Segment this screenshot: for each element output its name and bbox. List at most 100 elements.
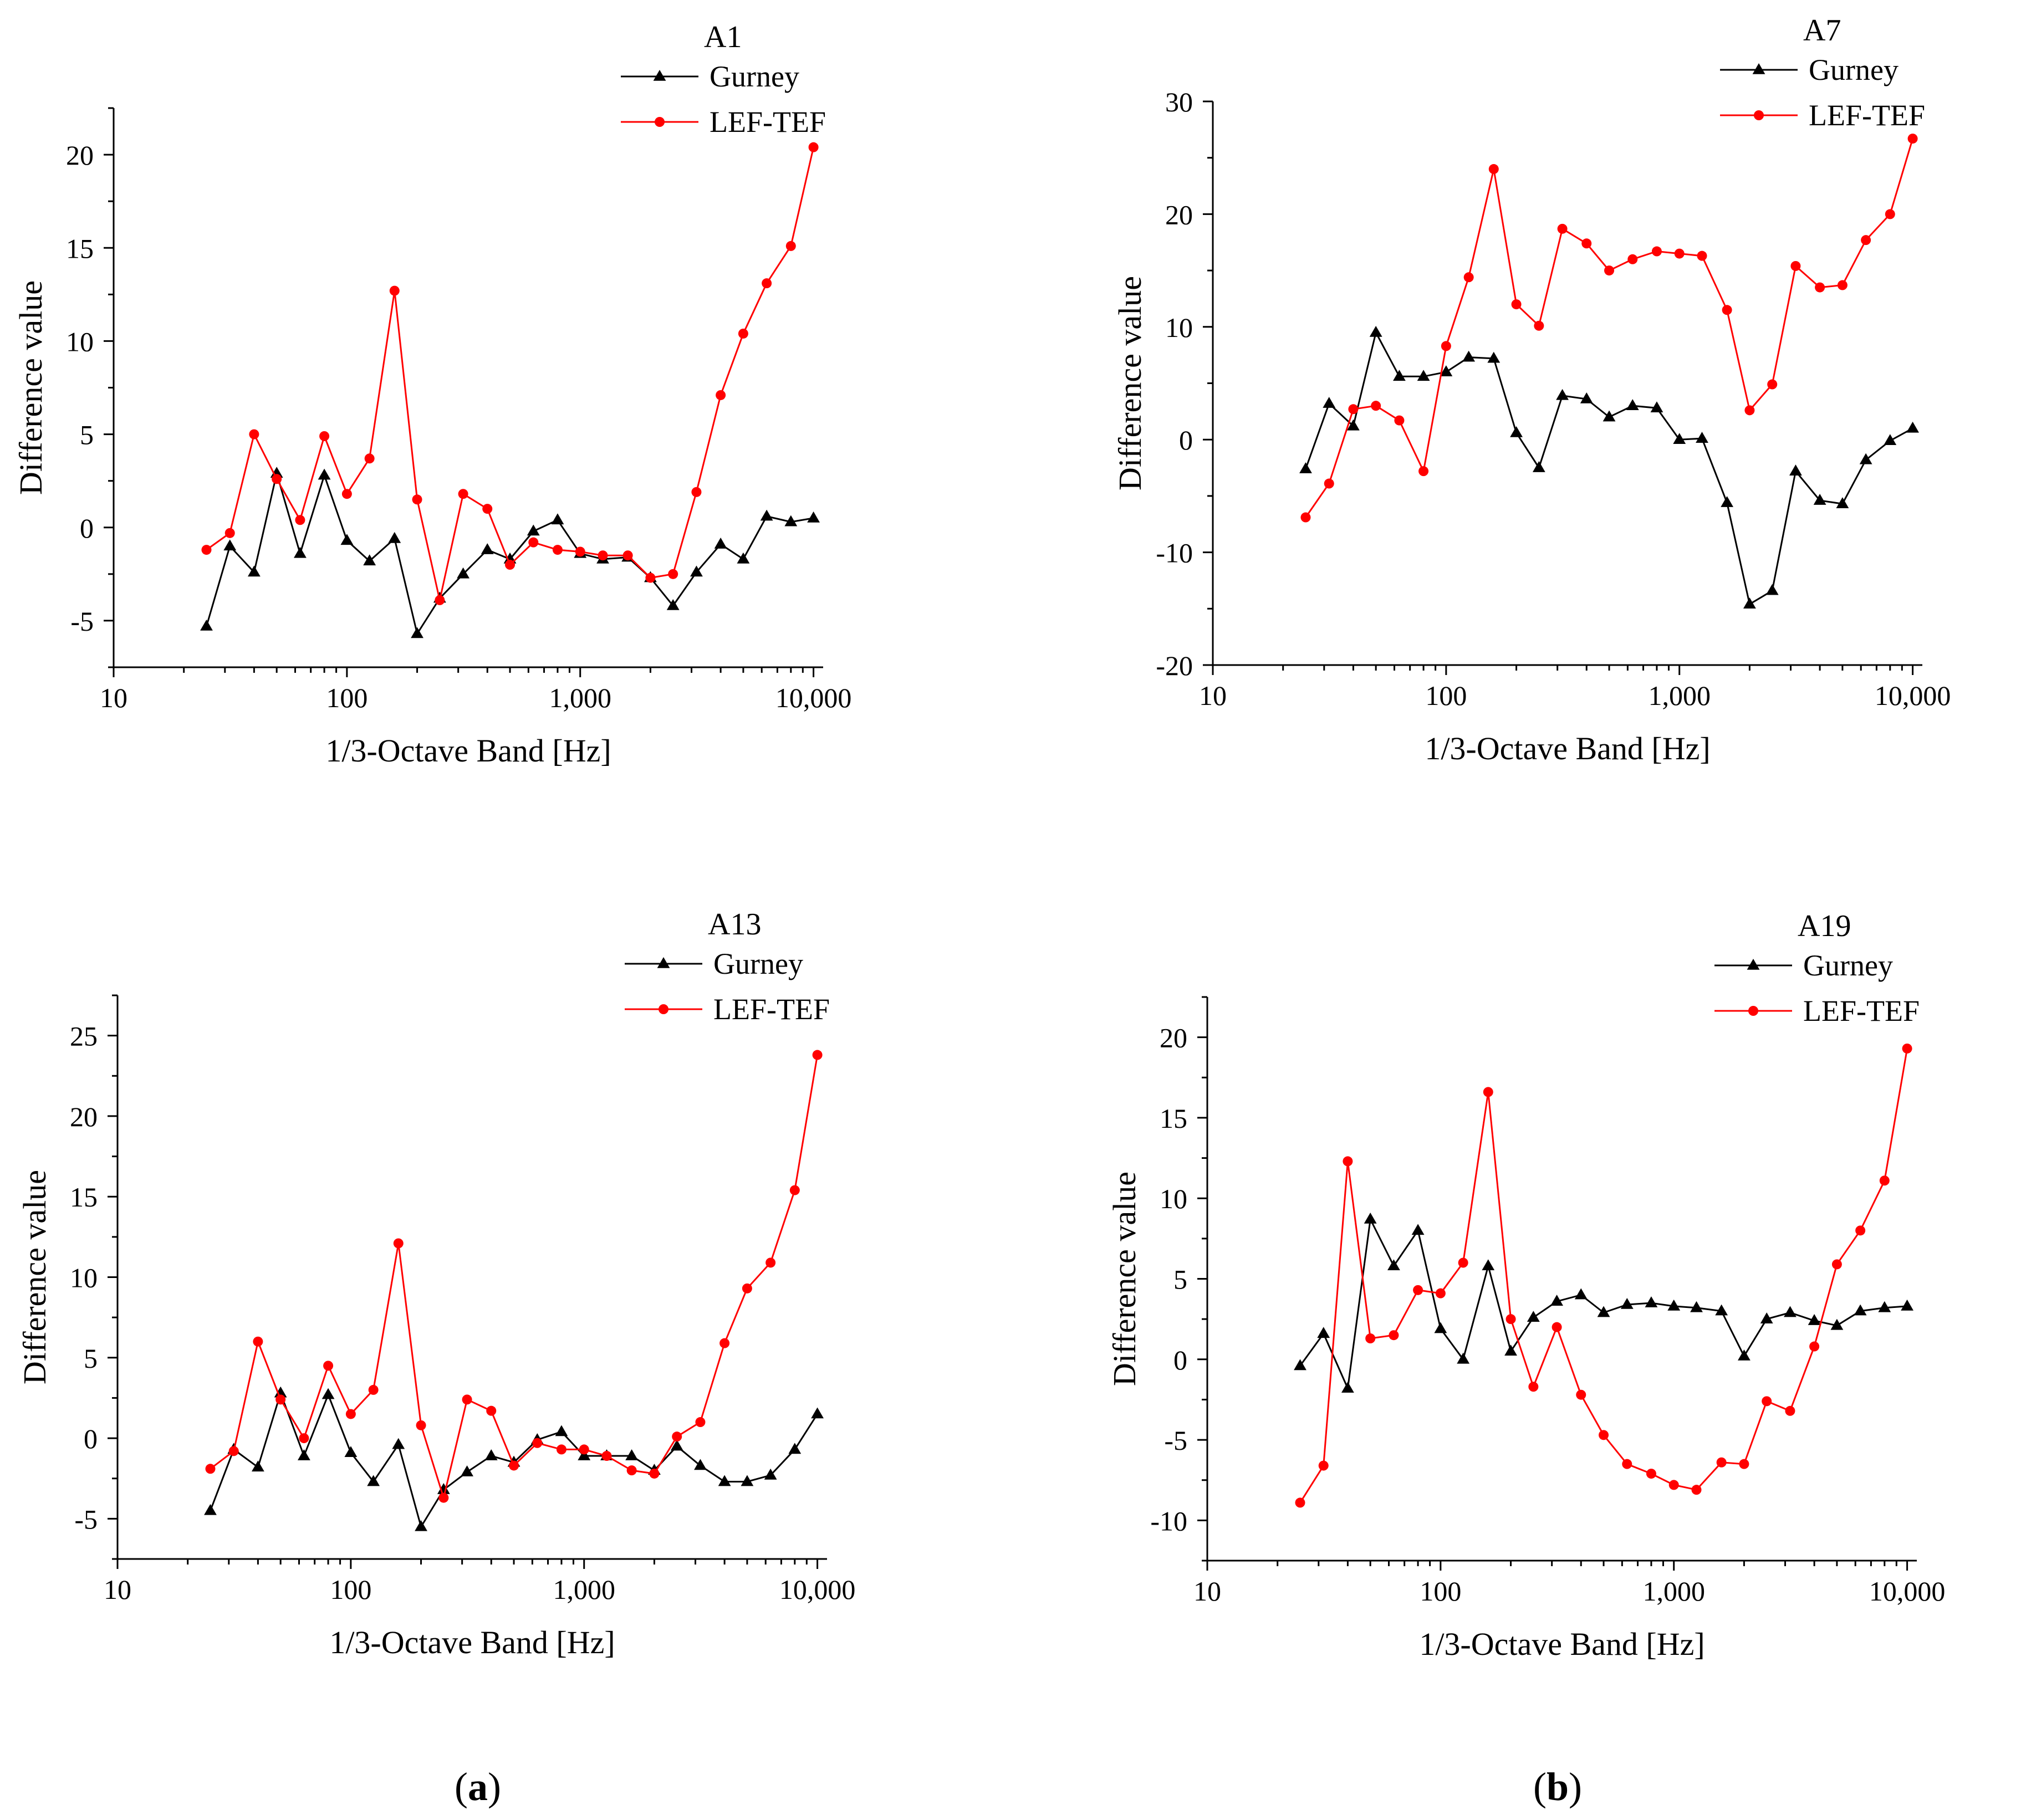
x-tick-label: 1,000: [553, 1574, 615, 1605]
data-point-gurney: [1574, 1288, 1588, 1300]
x-axis-title: 1/3-Octave Band [Hz]: [329, 1624, 615, 1660]
data-point-lef-tef: [1318, 1460, 1329, 1471]
series-lef-tef: [1295, 1043, 1912, 1508]
data-point-gurney: [1580, 392, 1593, 403]
legend-entry-gurney: Gurney: [625, 947, 803, 980]
data-point-gurney: [437, 1483, 450, 1494]
series-gurney: [1294, 1212, 1913, 1393]
data-point-lef-tef: [1552, 1322, 1562, 1332]
data-point-gurney: [1482, 1259, 1495, 1271]
data-point-gurney: [670, 1439, 683, 1451]
data-point-lef-tef: [691, 487, 702, 497]
x-tick-label: 1,000: [1642, 1576, 1705, 1607]
data-point-gurney: [784, 515, 798, 526]
x-tick-label: 100: [326, 682, 368, 713]
legend-label: LEF-TEF: [713, 993, 830, 1026]
data-point-lef-tef: [1691, 1485, 1702, 1495]
x-tick-label: 10: [1199, 680, 1227, 711]
data-point-gurney: [1487, 351, 1501, 363]
data-point-lef-tef: [579, 1444, 589, 1455]
data-point-lef-tef: [1622, 1459, 1632, 1469]
data-point-lef-tef: [695, 1417, 706, 1428]
data-point-lef-tef: [1348, 404, 1359, 415]
y-tick-label: 5: [84, 1343, 98, 1374]
data-point-lef-tef: [1668, 1480, 1679, 1490]
y-tick-label: 5: [80, 420, 94, 451]
y-tick-label: 20: [1165, 199, 1193, 230]
data-point-gurney: [1859, 453, 1872, 464]
data-point-gurney: [1323, 397, 1336, 408]
data-point-lef-tef: [528, 537, 539, 548]
y-tick-label: 20: [66, 140, 94, 171]
legend-entry-lef-tef: LEF-TEF: [1714, 994, 1920, 1027]
legend-entry-gurney: Gurney: [1714, 949, 1893, 982]
data-point-gurney: [340, 534, 354, 545]
data-point-lef-tef: [295, 515, 305, 525]
x-tick-label: 10: [1193, 1576, 1221, 1607]
data-point-gurney: [321, 1388, 335, 1399]
data-point-gurney: [1690, 1301, 1703, 1312]
data-point-gurney: [1854, 1304, 1867, 1316]
data-point-gurney: [484, 1449, 498, 1460]
data-point-lef-tef: [299, 1433, 309, 1444]
data-point-gurney: [1294, 1359, 1307, 1371]
data-point-gurney: [714, 538, 727, 549]
x-tick-label: 1,000: [1648, 680, 1711, 711]
y-tick-label: -10: [1150, 1505, 1187, 1536]
chart-a1: -5 0 5 10 15 20 10 100 1,000 10,000 1/3-Octave Ban…: [13, 20, 851, 769]
data-point-lef-tef: [532, 1438, 543, 1448]
legend-entry-lef-tef: LEF-TEF: [1720, 99, 1925, 132]
data-point-lef-tef: [1324, 478, 1334, 489]
data-point-lef-tef: [1458, 1257, 1468, 1268]
data-point-lef-tef: [1506, 1314, 1516, 1325]
data-point-lef-tef: [1389, 1330, 1399, 1341]
data-point-gurney: [415, 1520, 427, 1531]
data-point-lef-tef: [1581, 238, 1592, 249]
legend-marker-gurney: [1747, 959, 1760, 970]
data-point-gurney: [1387, 1259, 1400, 1271]
series-lef-tef: [205, 1050, 823, 1503]
y-tick-label: -20: [1156, 650, 1193, 681]
data-point-gurney: [1830, 1318, 1844, 1330]
data-point-lef-tef: [552, 545, 563, 555]
y-tick-label: -5: [74, 1504, 98, 1535]
data-point-lef-tef: [1651, 246, 1662, 257]
data-point-gurney: [274, 1386, 287, 1398]
legend-marker-gurney: [1752, 63, 1765, 74]
data-point-gurney: [1808, 1314, 1821, 1325]
data-point-lef-tef: [272, 474, 282, 484]
legend-label: Gurney: [1803, 949, 1893, 982]
data-point-lef-tef: [1722, 305, 1732, 315]
data-point-lef-tef: [323, 1361, 334, 1371]
data-point-gurney: [788, 1443, 802, 1454]
data-point-gurney: [578, 1449, 591, 1460]
legend-label: Gurney: [710, 60, 799, 93]
x-tick-label: 10,000: [779, 1574, 856, 1605]
data-point-lef-tef: [762, 278, 772, 289]
data-point-lef-tef: [253, 1336, 263, 1347]
x-tick-label: 10,000: [775, 682, 852, 713]
y-tick-label: 30: [1165, 86, 1193, 117]
data-point-lef-tef: [228, 1446, 239, 1456]
data-point-lef-tef: [509, 1460, 519, 1471]
data-point-gurney: [318, 468, 331, 480]
legend-entry-gurney: Gurney: [621, 60, 799, 93]
x-tick-label: 10,000: [1869, 1576, 1946, 1607]
data-point-gurney: [223, 539, 237, 551]
data-point-gurney: [527, 524, 540, 536]
chart-title: A13: [708, 907, 761, 942]
y-axis-title: Difference value: [13, 280, 49, 495]
data-point-lef-tef: [458, 489, 468, 499]
data-point-gurney: [294, 546, 307, 558]
data-point-lef-tef: [1604, 265, 1615, 276]
data-point-gurney: [811, 1407, 824, 1419]
chart-title: A19: [1798, 909, 1851, 943]
data-point-lef-tef: [575, 546, 585, 557]
data-point-gurney: [1369, 325, 1382, 337]
data-point-lef-tef: [205, 1464, 216, 1474]
data-point-gurney: [1457, 1352, 1470, 1364]
y-tick-label: 25: [70, 1021, 98, 1052]
data-point-lef-tef: [368, 1384, 379, 1395]
legend-marker-lef-tef: [1748, 1006, 1758, 1016]
